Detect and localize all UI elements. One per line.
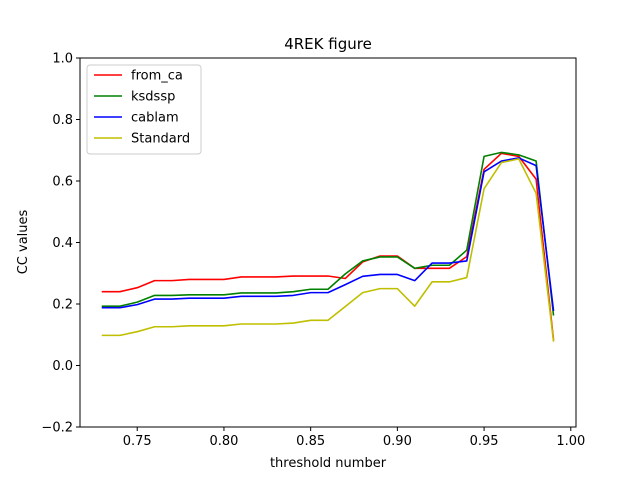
chart-title: 4REK figure	[284, 35, 372, 53]
x-tick-label: 1.00	[556, 434, 585, 449]
x-tick-label: 0.75	[123, 434, 152, 449]
legend-label-ksdssp: ksdssp	[131, 90, 175, 105]
y-axis-label: CC values	[16, 209, 31, 274]
legend-label-from_ca: from_ca	[131, 69, 183, 84]
y-tick-label: 0.6	[52, 175, 73, 190]
y-tick-label: 1.0	[52, 52, 73, 67]
legend-box	[86, 64, 202, 155]
x-tick-label: 0.85	[296, 434, 325, 449]
x-tick-label: 0.90	[383, 434, 412, 449]
legend-label-standard: Standard	[131, 132, 190, 147]
x-tick-label: 0.80	[209, 434, 238, 449]
series-line-cablam	[101, 157, 555, 312]
series-line-standard	[101, 158, 555, 342]
x-axis-label: threshold number	[270, 456, 387, 471]
y-tick-label: 0.8	[52, 113, 73, 128]
legend-label-cablam: cablam	[131, 111, 179, 126]
y-tick-label: 0.2	[52, 298, 73, 313]
y-tick-label: 0.0	[52, 359, 73, 374]
y-tick-label: 0.4	[52, 236, 73, 251]
series-line-ksdssp	[101, 151, 555, 316]
y-axis-ticks: −0.2 0.0 0.2 0.4 0.6 0.8 1.0	[41, 52, 80, 436]
x-tick-label: 0.95	[470, 434, 499, 449]
x-axis-ticks: 0.75 0.80 0.85 0.90 0.95 1.00	[123, 427, 585, 449]
y-tick-label: −0.2	[41, 421, 73, 436]
series-layer	[101, 151, 555, 342]
